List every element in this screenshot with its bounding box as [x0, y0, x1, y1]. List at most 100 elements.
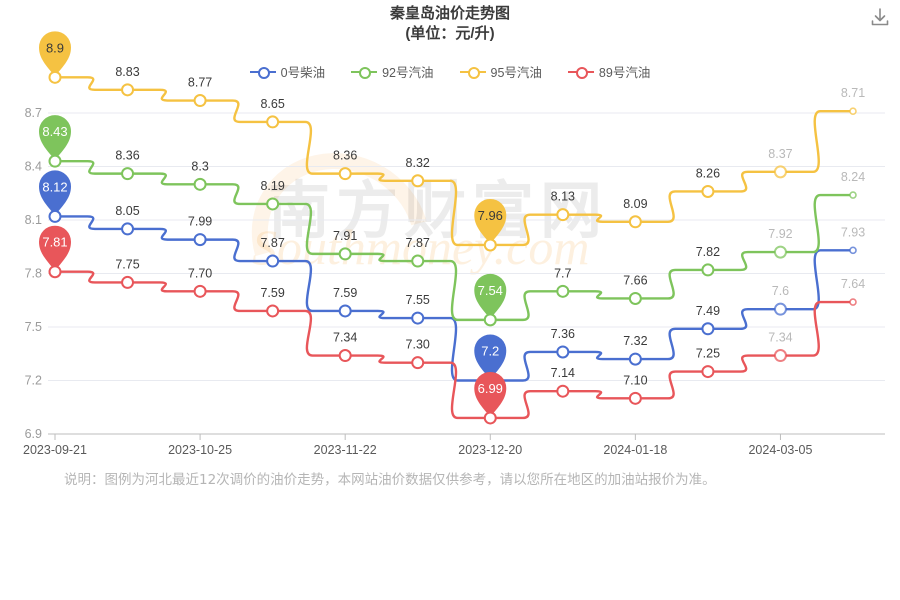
data-point-label: 7.87 [260, 236, 284, 250]
data-point-label: 7.7 [554, 266, 571, 280]
data-point-marker[interactable] [556, 284, 570, 298]
y-axis-tick-label: 7.8 [25, 267, 42, 281]
data-point-label: 8.83 [115, 65, 139, 79]
legend-item-3[interactable]: 95号汽油 [459, 62, 542, 81]
data-point-marker[interactable] [338, 247, 352, 261]
data-point-marker[interactable] [266, 115, 280, 129]
data-point-label: 7.59 [333, 286, 357, 300]
pin-shape [474, 371, 507, 417]
data-point-pin[interactable]: 7.96 [474, 198, 507, 244]
data-point-pin[interactable]: 6.99 [474, 371, 507, 417]
data-point-marker[interactable] [628, 391, 642, 405]
data-point-marker[interactable] [773, 165, 787, 179]
data-point-marker[interactable] [556, 345, 570, 359]
legend-marker-icon [459, 66, 486, 79]
data-point-label: 8.32 [406, 156, 430, 170]
legend-item-2[interactable]: 92号汽油 [351, 62, 434, 81]
y-axis-tick-label: 7.5 [25, 320, 42, 334]
data-point-marker[interactable] [338, 304, 352, 318]
data-point-label: 8.65 [260, 97, 284, 111]
x-axis-tick-label: 2023-12-20 [458, 443, 522, 457]
data-point-marker[interactable] [338, 167, 352, 181]
data-point-marker[interactable] [773, 245, 787, 259]
data-point-marker[interactable] [411, 254, 425, 268]
data-point-label: 7.49 [696, 304, 720, 318]
data-point-marker[interactable] [121, 222, 135, 236]
data-point-marker[interactable] [849, 107, 857, 116]
data-point-label: 7.66 [623, 273, 647, 287]
pin-value-label: 7.2 [481, 344, 499, 359]
data-point-label: 7.34 [333, 331, 357, 345]
data-point-marker[interactable] [266, 304, 280, 318]
data-point-label: 7.25 [696, 347, 720, 361]
data-point-label: 7.82 [696, 245, 720, 259]
y-axis-tick-label: 7.2 [25, 374, 42, 388]
legend-item-1[interactable]: 0号柴油 [249, 62, 326, 81]
data-point-marker[interactable] [193, 177, 207, 191]
data-point-marker[interactable] [411, 174, 425, 188]
pin-shape [39, 31, 71, 77]
data-point-label: 7.10 [623, 373, 647, 387]
data-point-marker[interactable] [556, 208, 570, 222]
legend-item-label: 0号柴油 [280, 66, 326, 80]
y-axis-tick-label: 8.1 [25, 213, 42, 227]
legend-item-label: 92号汽油 [382, 66, 434, 80]
data-point-label: 7.59 [260, 286, 284, 300]
data-point-pin[interactable]: 8.43 [39, 115, 71, 161]
pin-value-label: 8.9 [46, 40, 64, 55]
data-point-marker[interactable] [48, 154, 62, 168]
pin-shape [474, 273, 507, 319]
data-point-marker[interactable] [48, 209, 62, 223]
data-point-marker[interactable] [48, 70, 62, 84]
data-point-marker[interactable] [849, 191, 857, 199]
data-point-marker[interactable] [266, 254, 280, 268]
pin-value-label: 7.54 [478, 283, 503, 298]
data-point-marker[interactable] [701, 184, 715, 198]
data-point-label: 7.75 [115, 257, 139, 271]
data-point-marker[interactable] [266, 197, 280, 211]
data-point-pin[interactable]: 7.81 [39, 225, 71, 271]
data-point-marker[interactable] [701, 322, 715, 336]
data-point-marker[interactable] [628, 215, 642, 229]
data-point-label: 8.24 [841, 170, 865, 184]
data-point-marker[interactable] [193, 284, 207, 298]
data-point-marker[interactable] [411, 311, 425, 325]
data-point-marker[interactable] [849, 298, 857, 306]
data-point-pin[interactable]: 7.2 [474, 334, 507, 380]
data-point-marker[interactable] [121, 167, 135, 181]
data-point-marker[interactable] [121, 275, 135, 289]
data-point-marker[interactable] [556, 384, 570, 398]
data-point-label: 8.26 [696, 166, 720, 180]
data-point-marker[interactable] [628, 291, 642, 305]
data-point-marker[interactable] [48, 265, 62, 279]
data-point-label: 7.64 [841, 277, 865, 291]
data-point-marker[interactable] [483, 238, 497, 252]
data-point-label: 7.36 [551, 327, 575, 341]
data-point-marker[interactable] [193, 94, 207, 108]
data-point-marker[interactable] [773, 302, 787, 316]
data-point-marker[interactable] [628, 352, 642, 366]
legend-item-4[interactable]: 89号汽油 [567, 62, 650, 81]
pin-value-label: 8.43 [42, 124, 67, 139]
data-point-marker[interactable] [701, 365, 715, 379]
series-line [53, 270, 855, 420]
data-point-marker[interactable] [483, 411, 497, 425]
data-point-marker[interactable] [338, 349, 352, 363]
data-point-marker[interactable] [121, 83, 135, 97]
download-icon[interactable] [868, 6, 892, 30]
data-point-pin[interactable]: 7.54 [474, 273, 507, 319]
data-point-marker[interactable] [701, 263, 715, 277]
data-point-label: 8.19 [260, 179, 284, 193]
series-line [53, 76, 855, 247]
data-point-marker[interactable] [411, 356, 425, 370]
data-point-label: 8.09 [623, 197, 647, 211]
data-point-marker[interactable] [849, 246, 857, 255]
data-point-marker[interactable] [773, 349, 787, 363]
data-point-marker[interactable] [193, 233, 207, 247]
pin-value-label: 6.99 [478, 381, 503, 396]
data-point-pin[interactable]: 8.12 [39, 170, 71, 216]
data-point-marker[interactable] [483, 313, 497, 327]
series-2: 8.43 8.36 8.3 8.19 7.91 7.87 7.54 7.7 7.66 7.82 7.… [39, 115, 865, 327]
data-point-pin[interactable]: 8.9 [39, 31, 71, 77]
